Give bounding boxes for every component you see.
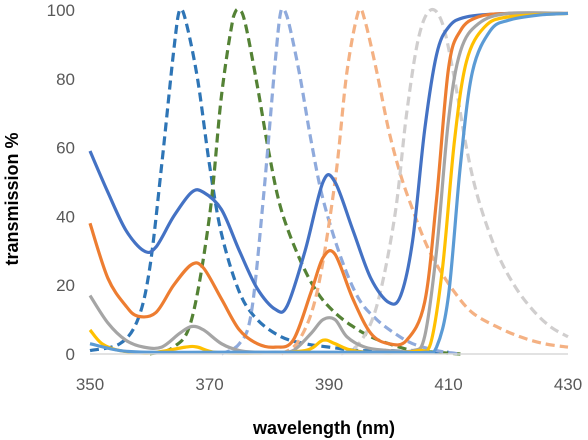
solid-series-line-2 <box>88 11 569 355</box>
x-tick-label: 390 <box>315 375 343 394</box>
solid-series-line-1 <box>88 11 569 349</box>
plot-lines <box>88 7 569 356</box>
y-tick-label: 100 <box>47 1 75 20</box>
y-tick-label: 60 <box>56 139 75 158</box>
solid-series-line-0 <box>88 11 569 314</box>
x-tick-label: 410 <box>434 375 462 394</box>
x-tick-label: 350 <box>76 375 104 394</box>
dashed-series-line-7 <box>220 7 461 356</box>
y-axis-title: transmission % <box>2 132 22 265</box>
y-tick-label: 80 <box>56 70 75 89</box>
dashed-series-line-9 <box>340 7 569 356</box>
x-axis-title: wavelength (nm) <box>252 418 395 438</box>
x-tick-labels: 350 370 390 410 430 <box>76 375 582 394</box>
x-tick-label: 430 <box>554 375 582 394</box>
y-tick-label: 20 <box>56 276 75 295</box>
dashed-series-line-8 <box>280 7 569 356</box>
y-tick-labels: 0 20 40 60 80 100 <box>47 1 75 364</box>
y-tick-label: 40 <box>56 207 75 226</box>
dashed-series-line-6 <box>149 7 461 356</box>
dashed-series-line-5 <box>89 7 449 355</box>
y-tick-label: 0 <box>66 345 75 364</box>
x-tick-label: 370 <box>195 375 223 394</box>
solid-series-line-4 <box>89 11 569 355</box>
